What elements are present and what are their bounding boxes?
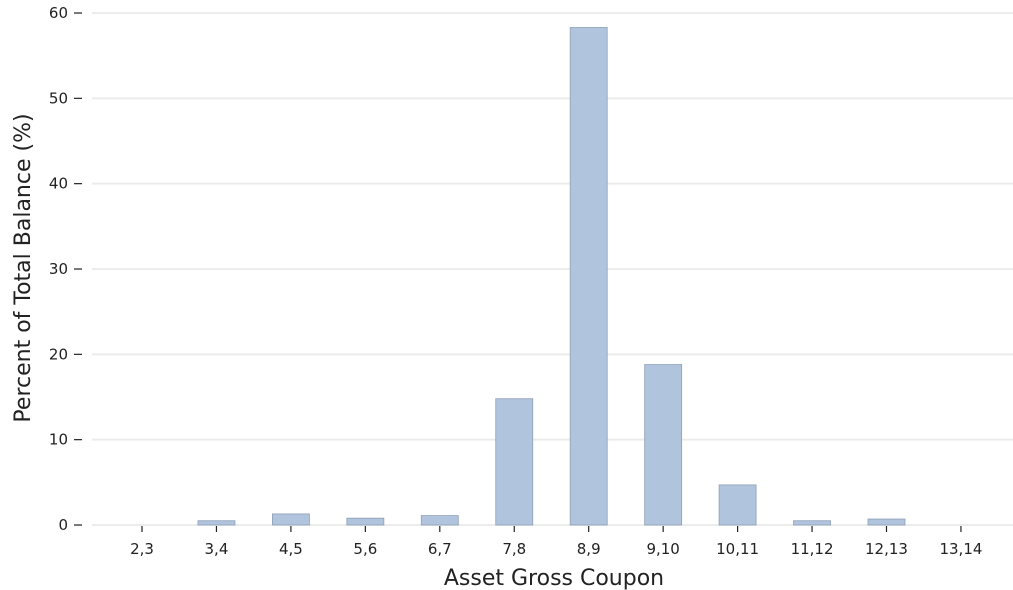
x-tick-label: 6,7	[428, 540, 452, 558]
y-tick-label: 30	[49, 260, 68, 278]
x-tick-label: 4,5	[279, 540, 303, 558]
bar-9-10	[644, 364, 683, 526]
x-tick-label: 11,12	[791, 540, 834, 558]
x-tick-label: 3,4	[205, 540, 229, 558]
x-tick-label: 9,10	[646, 540, 679, 558]
x-tick-label: 2,3	[130, 540, 154, 558]
y-tick-label: 50	[49, 89, 68, 107]
bar-11-12	[793, 520, 831, 526]
bars-group	[197, 27, 906, 526]
bar-3-4	[197, 520, 236, 526]
x-tick-label: 13,14	[939, 540, 982, 558]
bar-10-11	[718, 484, 757, 526]
x-axis-title: Asset Gross Coupon	[444, 566, 664, 590]
x-tick-label: 7,8	[502, 540, 526, 558]
bar-5-6	[346, 517, 385, 526]
x-tick-label: 12,13	[865, 540, 908, 558]
bar-7-8	[495, 398, 534, 526]
y-axis-ticks: 0 10 20 30 40 50 60	[49, 4, 82, 534]
y-tick-label: 60	[49, 4, 68, 22]
x-tick-label: 5,6	[353, 540, 377, 558]
y-tick-label: 0	[58, 516, 68, 534]
x-tick-label: 8,9	[577, 540, 601, 558]
y-tick-label: 40	[49, 175, 68, 193]
x-tick-label: 10,11	[716, 540, 759, 558]
bar-12-13	[867, 518, 906, 526]
bar-6-7	[420, 515, 459, 526]
y-tick-label: 10	[49, 431, 68, 449]
y-tick-label: 20	[49, 345, 68, 363]
bar-8-9	[569, 27, 608, 526]
y-axis-title: Percent of Total Balance (%)	[11, 113, 36, 422]
bar-4-5	[271, 513, 310, 526]
x-axis-ticks: 2,3 3,4 4,5 5,6 6,7 7,8 8,9 9,10 10,11 11,12 12,13…	[130, 526, 982, 558]
grid-lines	[92, 12, 1013, 526]
